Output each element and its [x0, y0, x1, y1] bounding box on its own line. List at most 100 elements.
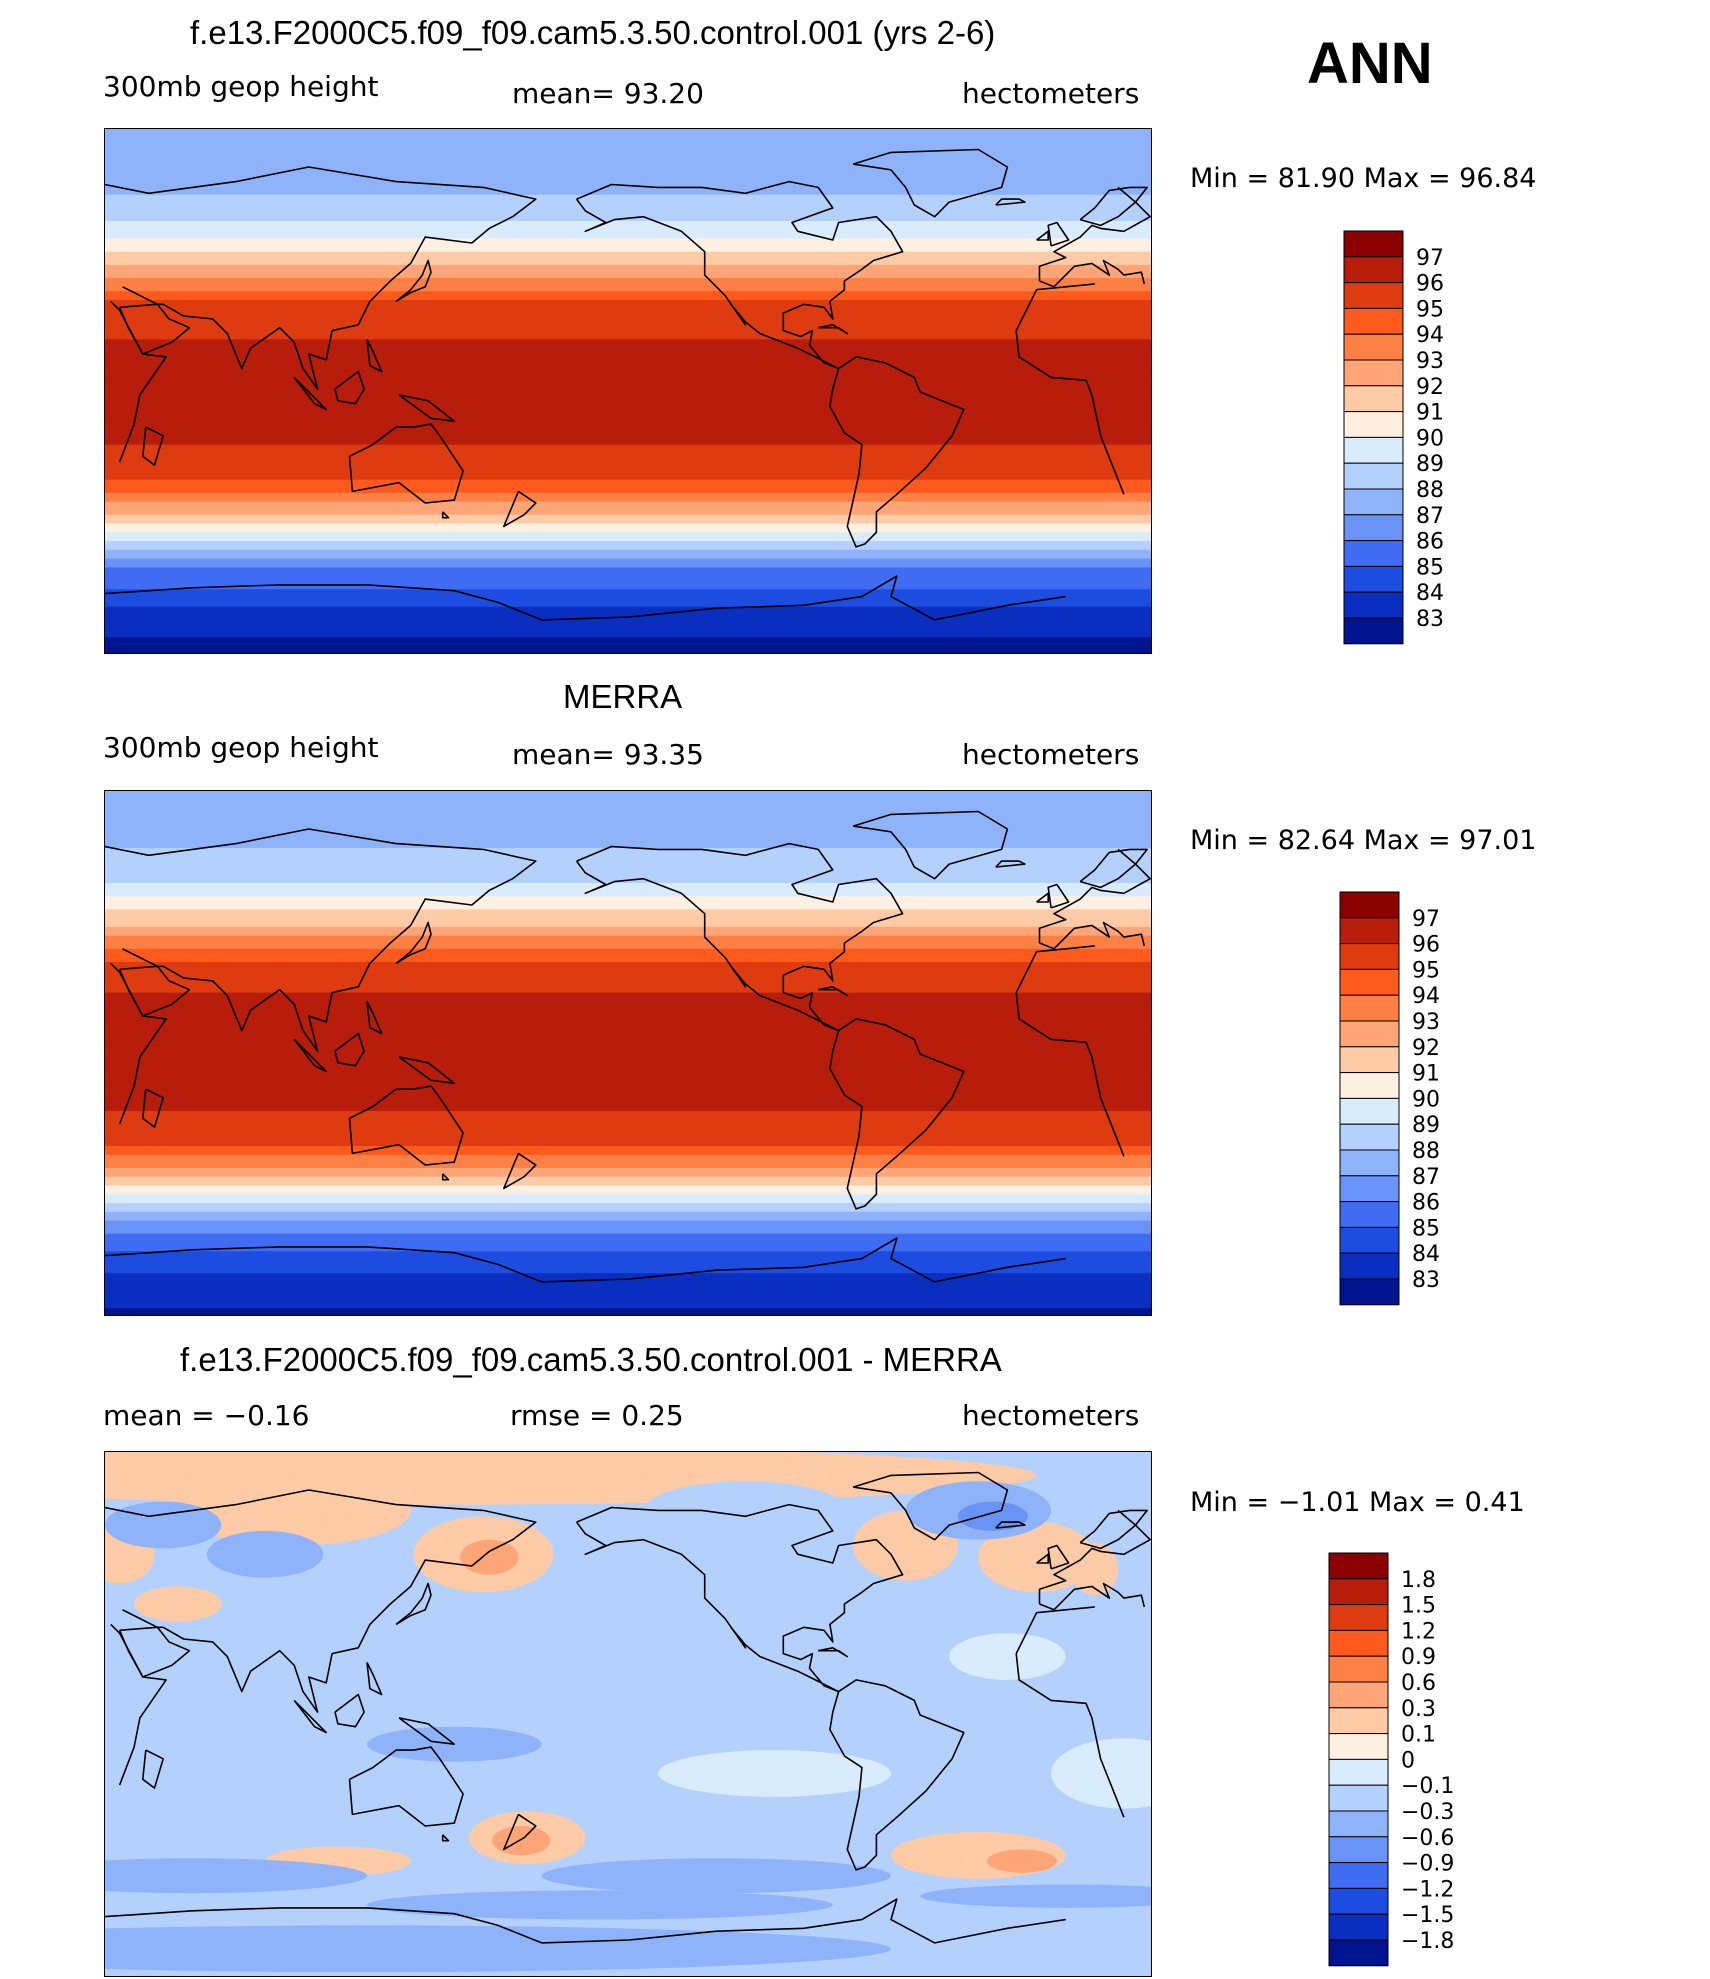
map-2-band: [105, 926, 1151, 932]
map-2-band: [105, 948, 1151, 954]
colorbar-2-label-12: 85: [1412, 1216, 1440, 1241]
colorbar-2-box-5: [1339, 1020, 1400, 1048]
map-2-band: [105, 861, 1151, 867]
colorbar-2-label-14: 83: [1412, 1268, 1440, 1293]
map-2-band: [105, 1229, 1151, 1235]
map-1-band: [105, 172, 1151, 178]
map-3-anomaly-15: [492, 1826, 551, 1856]
map-1-band: [105, 264, 1151, 270]
colorbar-3-label-8: −0.1: [1401, 1774, 1454, 1799]
map-3-coastline-9: [398, 1717, 456, 1745]
map-2-band: [105, 817, 1151, 823]
map-2-band: [105, 1119, 1151, 1125]
map-2-band: [105, 931, 1151, 937]
colorbar-3-label-0: 1.8: [1401, 1568, 1436, 1593]
panel-3-map: [104, 1451, 1152, 1977]
map-1-band: [105, 527, 1151, 533]
map-2-band: [105, 887, 1151, 893]
map-2-coastline-15: [575, 842, 904, 1032]
map-1-band: [105, 159, 1151, 165]
map-3-coastline-4: [1047, 1544, 1070, 1570]
map-1-band: [105, 646, 1151, 652]
map-1-band: [105, 453, 1151, 459]
map-1-coastline-12: [441, 511, 450, 519]
map-3-coastline-2: [105, 1489, 1151, 1713]
map-1-coastline-11: [348, 423, 464, 504]
map-2-band: [105, 1233, 1151, 1239]
map-2-band: [105, 1264, 1151, 1270]
map-1-band: [105, 549, 1151, 555]
map-1-band: [105, 562, 1151, 568]
map-1-band: [105, 365, 1151, 371]
map-1-band: [105, 497, 1151, 503]
map-1-coastline-3: [1079, 186, 1148, 227]
colorbar-2-label-7: 90: [1412, 1087, 1440, 1112]
map-2-coastline-4: [1047, 883, 1070, 909]
map-1-coastline-7: [334, 370, 365, 405]
map-2-coastline-1: [118, 965, 191, 1017]
colorbar-1-label-11: 86: [1416, 530, 1444, 555]
map-1-band: [105, 641, 1151, 647]
map-3-coastline-10: [366, 1662, 383, 1696]
map-1-band: [105, 348, 1151, 354]
panel-1-colorbar: 97 96 95 94 93 92 91 90 89 88 87 86 85 84 83: [1343, 230, 1492, 647]
map-2-band: [105, 795, 1151, 801]
panel-3-mean-label: mean = −0.16: [103, 1399, 310, 1432]
map-2-band: [105, 909, 1151, 915]
colorbar-1-label-6: 91: [1416, 401, 1444, 426]
map-1-band: [105, 519, 1151, 525]
map-2-band: [105, 1194, 1151, 1200]
map-svg-1: [105, 129, 1151, 653]
map-3-anomaly-23: [105, 1925, 891, 1973]
colorbar-3-box-0: [1328, 1552, 1389, 1580]
map-2-band: [105, 1054, 1151, 1059]
map-2-coastline-11: [348, 1085, 464, 1166]
map-2-band: [105, 1058, 1151, 1064]
map-2-band: [105, 1203, 1151, 1209]
map-1-band: [105, 444, 1151, 450]
map-2-band: [105, 1075, 1151, 1081]
map-2-band: [105, 922, 1151, 928]
map-1-band: [105, 374, 1151, 380]
map-2-band: [105, 1251, 1151, 1257]
map-1-band: [105, 317, 1151, 323]
map-1-band: [105, 185, 1151, 191]
map-1-band: [105, 194, 1151, 200]
map-1-band: [105, 650, 1151, 653]
map-1-band: [105, 545, 1151, 551]
map-2-band: [105, 1303, 1151, 1309]
map-2-band: [105, 1115, 1151, 1121]
map-1-coastline-2: [105, 166, 1151, 390]
map-1-coastline-10: [366, 339, 383, 373]
map-2-band: [105, 1198, 1151, 1204]
map-1-band: [105, 536, 1151, 542]
map-3-coastline-20: [105, 1898, 1066, 1944]
map-1-band: [105, 523, 1151, 529]
map-1-band: [105, 164, 1151, 170]
map-2-band: [105, 957, 1151, 963]
map-2-band: [105, 1036, 1151, 1042]
panel-3-title: f.e13.F2000C5.f09_f09.cam5.3.50.control.…: [180, 1341, 1002, 1378]
colorbar-3-box-6: [1328, 1707, 1389, 1735]
colorbar-1-label-14: 83: [1416, 607, 1444, 632]
map-1-band: [105, 330, 1151, 336]
map-1-band: [105, 286, 1151, 292]
map-1-band: [105, 470, 1151, 476]
map-1-coastline-14: [142, 426, 164, 466]
map-1-band: [105, 457, 1151, 463]
colorbar-2-box-3: [1339, 968, 1400, 996]
map-2-band: [105, 1238, 1151, 1244]
map-2-band: [105, 1154, 1151, 1160]
map-1-band: [105, 225, 1151, 231]
map-1-band: [105, 234, 1151, 240]
colorbar-3-box-9: [1328, 1784, 1389, 1812]
colorbar-3-box-8: [1328, 1758, 1389, 1786]
map-2-band: [105, 808, 1151, 814]
map-svg-2: [105, 791, 1151, 1315]
map-svg-3: [105, 1452, 1151, 1976]
map-2-band: [105, 1181, 1151, 1187]
map-3-anomaly-10: [206, 1530, 324, 1578]
map-1-band: [105, 137, 1151, 143]
colorbar-3-label-9: −0.3: [1401, 1800, 1454, 1825]
colorbar-2-box-2: [1339, 943, 1400, 970]
